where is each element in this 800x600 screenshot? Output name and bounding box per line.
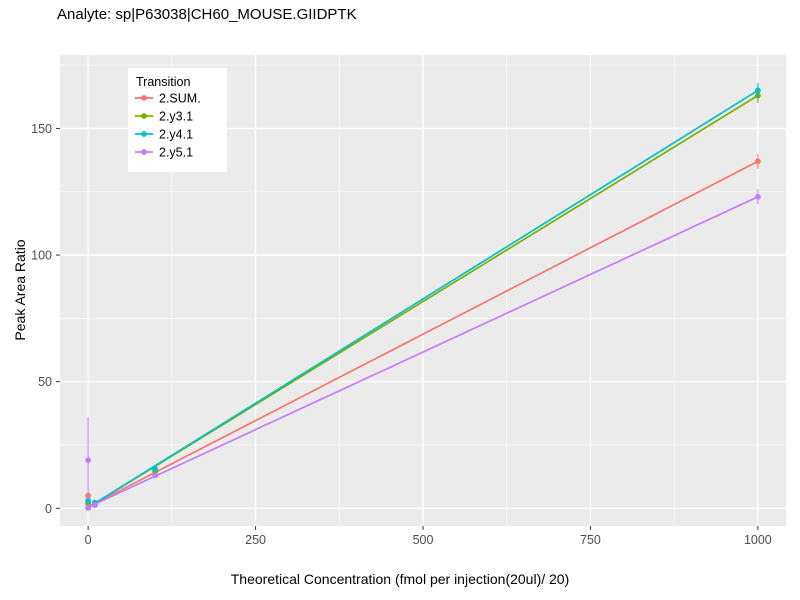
legend-key-point [141, 131, 147, 137]
data-point [85, 457, 92, 464]
legend-key-point [141, 95, 147, 101]
legend-label: 2.SUM. [159, 92, 201, 106]
data-point [754, 193, 761, 200]
legend-key-point [141, 113, 147, 119]
series-line [87, 160, 759, 508]
gridlines [60, 55, 786, 526]
y-axis-label: Peak Area Ratio [12, 239, 28, 341]
data-point [152, 472, 159, 479]
data-point [754, 87, 761, 94]
data-point [91, 502, 98, 509]
y-tick-label: 100 [31, 249, 52, 263]
legend-label: 2.y3.1 [159, 110, 193, 124]
axes: 0 250 500 750 1000 0 50 100 150 [31, 122, 772, 547]
x-tick-label: 1000 [744, 533, 772, 547]
legend-label: 2.y4.1 [159, 128, 193, 142]
x-axis-label: Theoretical Concentration (fmol per inje… [230, 571, 570, 587]
x-tick-label: 500 [413, 533, 434, 547]
chart-title: Analyte: sp|P63038|CH60_MOUSE.GIIDPTK [57, 6, 357, 23]
series-line [87, 89, 759, 509]
legend-label: 2.y5.1 [159, 146, 193, 160]
legend-title: Transition [136, 75, 190, 89]
data-point [85, 504, 92, 511]
data-point [152, 466, 159, 472]
legend: Transition 2.SUM. 2.y3.1 2.y4.1 2.y5.1 [128, 68, 227, 172]
series-2-y5-1 [85, 189, 761, 511]
series-line [87, 196, 759, 509]
legend-key-point [141, 149, 147, 155]
y-tick-label: 0 [45, 502, 52, 516]
x-tick-label: 250 [245, 533, 266, 547]
y-tick-label: 150 [31, 122, 52, 136]
x-tick-label: 0 [85, 533, 92, 547]
data-point [754, 158, 761, 165]
y-tick-label: 50 [38, 375, 52, 389]
x-tick-label: 750 [580, 533, 601, 547]
